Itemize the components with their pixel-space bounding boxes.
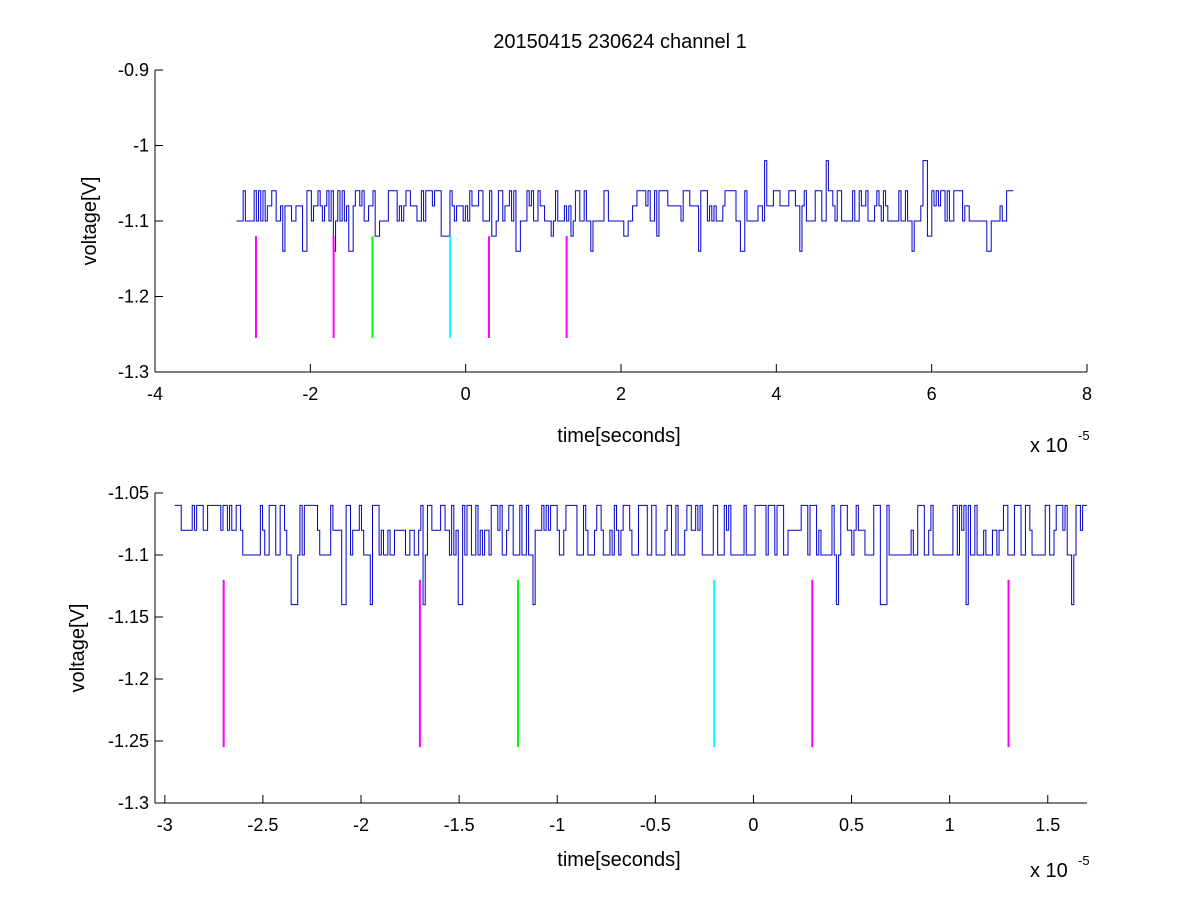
x-exponent-label: x 10 [1030, 435, 1068, 457]
x-exponent-label: x 10 [1030, 860, 1068, 882]
y-tick-label: -0.9 [118, 60, 149, 80]
y-tick-label: -1.1 [118, 545, 149, 565]
y-tick-label: -1 [133, 136, 149, 156]
x-tick-label: -1.5 [444, 815, 475, 835]
x-tick-label: 8 [1082, 384, 1092, 404]
x-tick-label: 0 [461, 384, 471, 404]
x-tick-label: 0.5 [839, 815, 864, 835]
x-axis-label: time[seconds] [557, 849, 680, 871]
y-tick-label: -1.3 [118, 362, 149, 382]
y-tick-label: -1.3 [118, 793, 149, 813]
x-tick-label: 1 [945, 815, 955, 835]
x-tick-label: 6 [927, 384, 937, 404]
x-tick-label: -2 [302, 384, 318, 404]
signal-series-line [236, 160, 1014, 252]
y-tick-label: -1.15 [108, 607, 149, 627]
y-tick-label: -1.25 [108, 731, 149, 751]
x-tick-label: -2.5 [247, 815, 278, 835]
x-tick-label: -4 [147, 384, 163, 404]
x-exponent: -5 [1078, 428, 1090, 443]
signal-series-line [174, 504, 1087, 606]
figure-title: 20150415 230624 channel 1 [493, 31, 747, 53]
y-tick-label: -1.1 [118, 211, 149, 231]
y-axis-label: voltage[V] [67, 604, 89, 693]
y-tick-label: -1.2 [118, 287, 149, 307]
x-tick-label: 4 [771, 384, 781, 404]
x-tick-label: -0.5 [640, 815, 671, 835]
bottom-axes: -3 -2.5 -2 -1.5 -1 -0.5 0 0.5 1 1.5 -1.3 -1.25 -1.2 -… [67, 483, 1090, 882]
x-tick-label: 2 [616, 384, 626, 404]
x-tick-label: 0 [748, 815, 758, 835]
x-tick-label: 1.5 [1035, 815, 1060, 835]
x-axis-label: time[seconds] [557, 425, 680, 447]
x-tick-label: -2 [353, 815, 369, 835]
x-exponent: -5 [1078, 853, 1090, 868]
x-tick-label: -3 [157, 815, 173, 835]
x-tick-label: -1 [549, 815, 565, 835]
y-tick-label: -1.05 [108, 483, 149, 503]
y-tick-label: -1.2 [118, 669, 149, 689]
y-axis-label: voltage[V] [79, 177, 101, 266]
top-axes: -4 -2 0 2 4 6 8 -1.3 -1.2 -1.1 -1 -0.9 time[seconds]… [79, 60, 1092, 457]
